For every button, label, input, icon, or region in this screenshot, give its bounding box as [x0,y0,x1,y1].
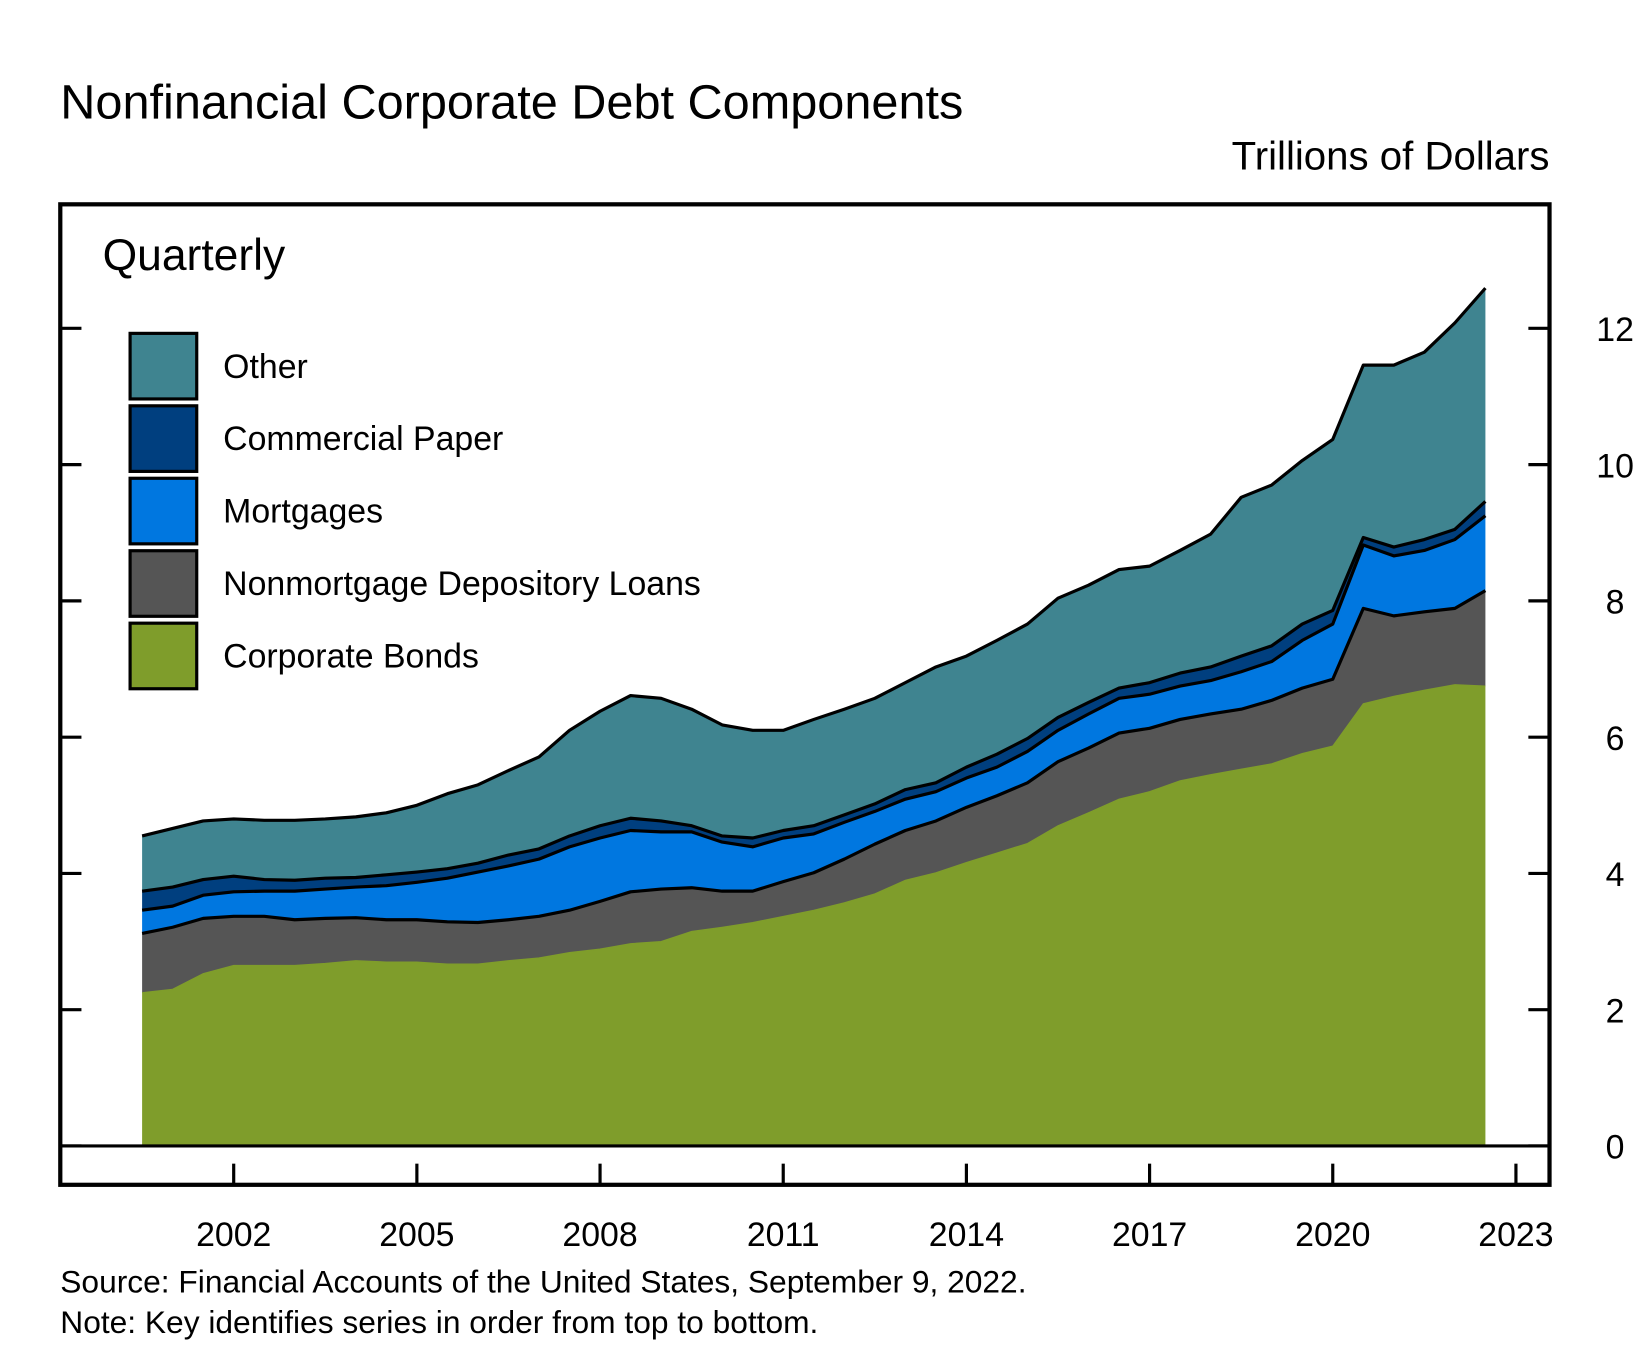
x-tick-label: 2008 [562,1216,637,1254]
y-axis-label: Trillions of Dollars [1232,133,1550,178]
legend-label: Mortgages [223,493,383,531]
series-outline [141,287,1487,838]
source: Source: Financial Accounts of the United… [60,1264,1026,1300]
note: Note: Key identifies series in order fro… [60,1304,818,1340]
area [142,501,1486,911]
series-outline [141,589,1487,935]
x-tick-label: 2011 [747,1216,820,1254]
legend-swatch [128,331,199,401]
annotation: Quarterly [103,231,286,280]
x-tick-label: 2020 [1295,1216,1370,1254]
legend-label: Corporate Bonds [223,638,479,676]
legend-label: Other [223,348,308,386]
series-outline [141,514,1487,912]
x-tick-label: 2002 [196,1216,271,1254]
plot-area [141,287,1487,1146]
x-tick-label: 2017 [1112,1216,1187,1254]
legend-swatch [128,476,199,546]
y-tick-label: 4 [1606,856,1625,894]
y-tick-label: 0 [1606,1129,1625,1167]
plot-frame [58,202,1552,1187]
y-tick-label: 12 [1596,311,1634,349]
x-tick-label: 2005 [379,1216,454,1254]
area [142,684,1486,1146]
legend-swatch [128,549,199,618]
y-tick-label: 8 [1606,584,1625,622]
area [142,288,1486,892]
x-tick-label: 2014 [929,1216,1004,1254]
legend-label: Nonmortgage Depository Loans [223,565,701,603]
series-outline [142,684,1486,994]
area [142,590,1486,993]
y-tick-label: 2 [1606,992,1625,1030]
legend-swatch [128,404,199,473]
series-outline [141,500,1487,893]
legend-label: Commercial Paper [223,420,503,458]
y-tick-label: 10 [1596,447,1634,485]
x-tick-label: 2023 [1478,1216,1553,1254]
chart-title: Nonfinancial Corporate Debt Components [60,76,963,130]
y-tick-label: 6 [1606,720,1625,758]
legend-swatch [128,621,199,691]
